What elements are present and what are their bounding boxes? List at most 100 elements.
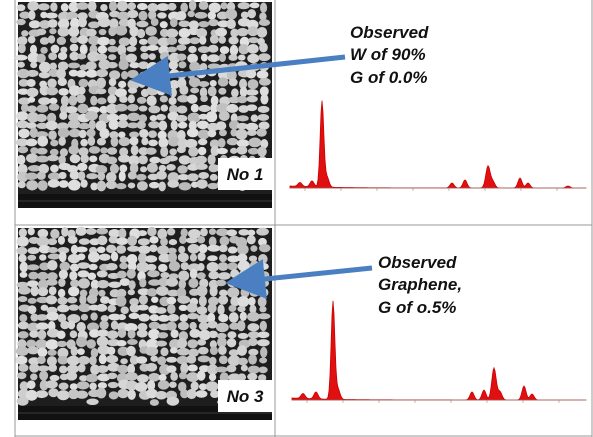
grain [108, 119, 119, 130]
grain [115, 25, 128, 36]
grain [108, 228, 121, 238]
grain [231, 88, 239, 98]
grain [157, 37, 170, 47]
grain [260, 93, 269, 105]
grain [136, 329, 148, 338]
spectrum-trace [289, 100, 587, 189]
grain [147, 3, 159, 13]
grain [105, 244, 117, 254]
frame [14, 0, 593, 437]
grain [178, 28, 191, 38]
grain [167, 247, 177, 254]
grain [76, 321, 86, 333]
grain [97, 382, 108, 389]
grain [190, 87, 200, 94]
grain [56, 36, 67, 46]
grain [57, 296, 68, 305]
grain [149, 244, 158, 253]
grain [198, 104, 211, 113]
grain [77, 363, 86, 373]
grain [57, 18, 70, 30]
grain [87, 136, 96, 146]
annotation: G of 0.0% [350, 68, 427, 87]
grain [168, 252, 178, 263]
grain [177, 138, 188, 149]
grain [127, 9, 139, 19]
grain [247, 147, 259, 155]
grain [108, 26, 117, 37]
grain [38, 71, 51, 79]
grain [27, 35, 36, 44]
grain [237, 332, 249, 339]
grain [197, 346, 209, 355]
grain [207, 54, 220, 63]
grain [247, 323, 260, 332]
grain [228, 349, 240, 357]
grain [86, 173, 98, 180]
grain [257, 114, 270, 121]
grain [137, 78, 147, 88]
grain [236, 320, 246, 332]
grain [106, 156, 118, 165]
grain [138, 105, 148, 112]
grain [76, 381, 90, 390]
grain [175, 114, 188, 123]
grain [146, 288, 158, 297]
grain [158, 137, 169, 148]
grain [147, 226, 157, 237]
grain [146, 44, 159, 51]
grain [90, 312, 98, 321]
grain [85, 28, 97, 37]
grain [198, 329, 211, 341]
grain [16, 4, 26, 12]
grain [68, 94, 78, 106]
grain [77, 171, 86, 181]
grain [47, 238, 58, 246]
grain [16, 396, 29, 406]
grain [217, 77, 229, 87]
grain [256, 339, 270, 347]
grain [256, 128, 267, 137]
grain [125, 371, 138, 381]
grain [118, 170, 126, 182]
grain [39, 370, 49, 381]
grain [107, 346, 116, 356]
grain [166, 356, 178, 363]
grain [197, 46, 211, 53]
grain [26, 380, 36, 390]
grain [239, 86, 248, 98]
grain [87, 251, 100, 263]
grain [169, 381, 177, 388]
grain [69, 43, 79, 52]
grain [59, 148, 68, 157]
grain [17, 88, 29, 95]
grain [195, 155, 207, 164]
grain [246, 129, 257, 136]
grain [35, 113, 47, 123]
grain [47, 154, 59, 162]
grain [96, 387, 107, 399]
grain [226, 229, 238, 237]
grain [157, 228, 168, 240]
grain [198, 295, 207, 307]
grain [117, 364, 129, 374]
grain [187, 229, 201, 239]
grain [119, 147, 129, 157]
grain [48, 388, 59, 398]
grain [18, 254, 27, 263]
grain [247, 365, 260, 374]
grain [75, 246, 88, 253]
grain [167, 313, 179, 322]
grain [228, 54, 238, 61]
grain [45, 120, 58, 131]
grain [187, 173, 199, 182]
grain [115, 103, 128, 112]
grain [237, 296, 250, 308]
grain [177, 295, 191, 304]
grain [128, 280, 136, 290]
grain [257, 146, 267, 157]
grain [236, 27, 249, 37]
grain [207, 44, 219, 53]
grain [58, 269, 68, 280]
grain [69, 271, 78, 281]
